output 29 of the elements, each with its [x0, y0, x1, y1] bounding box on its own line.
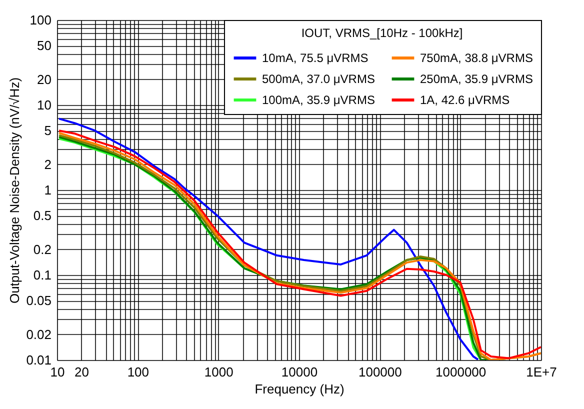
x-tick-label: 20	[74, 364, 90, 380]
y-tick-label: 0.05	[26, 293, 52, 308]
y-tick-label: 0.02	[26, 326, 52, 342]
y-tick-label: 1	[44, 182, 52, 198]
y-tick-label: 0.01	[26, 352, 52, 368]
legend-label: 250mA, 35.9 μVRMS	[420, 72, 533, 86]
legend-label: 1A, 42.6 μVRMS	[420, 93, 510, 107]
legend-label: 100mA, 35.9 μVRMS	[262, 93, 375, 107]
x-tick-label: 1E+7	[526, 364, 557, 380]
y-tick-label: 0.1	[33, 268, 52, 282]
y-tick-label: 2	[44, 156, 52, 172]
x-tick-label: 10000	[281, 364, 318, 380]
y-tick-label: 10	[37, 98, 52, 112]
legend-title: IOUT, VRMS_[10Hz - 100kHz]	[301, 26, 463, 40]
x-tick-label: 1000000	[436, 364, 486, 380]
y-tick-label: 50	[37, 38, 52, 54]
legend-label: 10mA, 75.5 μVRMS	[262, 51, 368, 65]
y-tick-label: 5	[44, 123, 52, 138]
legend-label: 750mA, 38.8 μVRMS	[420, 51, 533, 65]
y-tick-label: 20	[37, 72, 52, 87]
x-tick-label: 1000	[204, 364, 234, 380]
y-axis-title: Output-Voltage Noise-Density (nV/√Hz)	[7, 77, 22, 304]
x-tick-label: 100	[127, 364, 150, 380]
x-axis-title: Frequency (Hz)	[254, 382, 344, 396]
x-tick-label: 100000	[358, 364, 402, 380]
y-tick-label: 100	[30, 12, 52, 28]
y-tick-label: 0.2	[33, 242, 52, 257]
y-tick-label: 0.5	[33, 208, 52, 224]
legend-label: 500mA, 37.0 μVRMS	[262, 72, 375, 86]
